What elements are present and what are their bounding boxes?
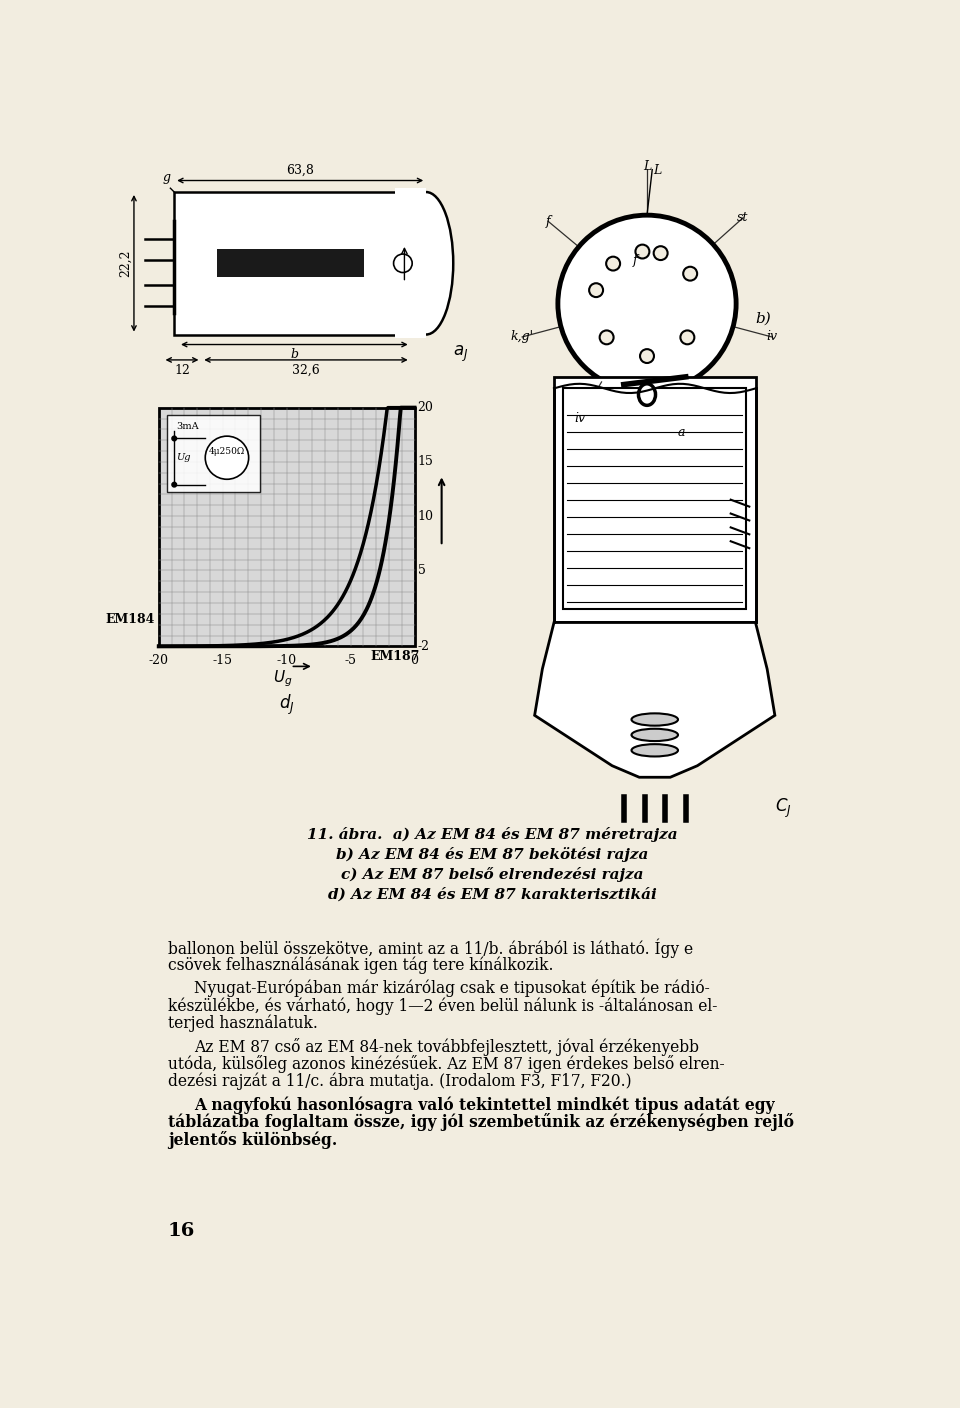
Bar	[158, 408, 415, 646]
Text: a: a	[678, 425, 685, 438]
Text: dezési rajzát a 11/c. ábra mutatja. (Irodalom F3, F17, F20.): dezési rajzát a 11/c. ábra mutatja. (Iro…	[168, 1073, 632, 1090]
Ellipse shape	[632, 714, 678, 725]
Circle shape	[606, 256, 620, 270]
Text: táblázatba foglaltam össze, igy jól szembetűnik az érzékenységben rejlő: táblázatba foglaltam össze, igy jól szem…	[168, 1114, 794, 1132]
Text: Nyugat-Európában már kizárólag csak e tipusokat építik be rádió-: Nyugat-Európában már kizárólag csak e ti…	[194, 980, 709, 997]
Circle shape	[600, 331, 613, 345]
Text: iv: iv	[766, 331, 778, 344]
Text: d) Az EM 84 és EM 87 karakterisztikái: d) Az EM 84 és EM 87 karakterisztikái	[327, 887, 657, 901]
Text: $d_J$: $d_J$	[278, 693, 295, 717]
Text: iv: iv	[575, 413, 586, 425]
Circle shape	[172, 483, 177, 487]
Circle shape	[394, 253, 412, 273]
Text: 12: 12	[174, 363, 190, 377]
Ellipse shape	[632, 729, 678, 741]
Text: 3mA: 3mA	[176, 422, 199, 431]
Text: $C_J$: $C_J$	[775, 797, 792, 819]
Ellipse shape	[632, 745, 678, 756]
Text: 32,6: 32,6	[292, 363, 320, 377]
Text: -5: -5	[345, 655, 356, 667]
Polygon shape	[535, 622, 775, 777]
Bar	[175, 191, 419, 335]
Text: -2: -2	[418, 639, 430, 653]
FancyBboxPatch shape	[554, 377, 756, 622]
Text: L: L	[643, 161, 651, 173]
Text: A nagyfokú hasonlósagra való tekintettel mindkét tipus adatát egy: A nagyfokú hasonlósagra való tekintettel…	[194, 1095, 775, 1114]
Text: csövek felhasználásának igen tág tere kínálkozik.: csövek felhasználásának igen tág tere kí…	[168, 956, 554, 974]
Circle shape	[640, 349, 654, 363]
Text: 16: 16	[168, 1222, 196, 1240]
Text: 20: 20	[418, 401, 434, 414]
Text: -10: -10	[276, 655, 297, 667]
Circle shape	[684, 266, 697, 280]
Text: c) Az EM 87 belső elrendezési rajza: c) Az EM 87 belső elrendezési rajza	[341, 867, 643, 883]
Text: f: f	[545, 214, 550, 228]
Text: 22,2: 22,2	[119, 249, 132, 277]
Circle shape	[172, 436, 177, 441]
Text: ballonon belül összekötve, amint az a 11/b. ábrából is látható. Így e: ballonon belül összekötve, amint az a 11…	[168, 939, 693, 959]
Text: k,g': k,g'	[511, 331, 534, 344]
Text: Ug: Ug	[176, 453, 190, 462]
Text: b: b	[290, 348, 299, 362]
Text: f: f	[634, 255, 637, 268]
Circle shape	[681, 331, 694, 345]
Text: utóda, külsőleg azonos kinézésűek. Az EM 87 igen érdekes belső elren-: utóda, külsőleg azonos kinézésűek. Az EM…	[168, 1055, 725, 1073]
Text: jelentős különbség.: jelentős különbség.	[168, 1131, 337, 1149]
Text: $a_J$: $a_J$	[453, 344, 468, 363]
Text: L: L	[653, 163, 661, 176]
Text: g: g	[639, 415, 647, 428]
Bar	[166, 415, 259, 493]
Text: 4μ250Ω: 4μ250Ω	[209, 448, 245, 456]
Circle shape	[205, 436, 249, 479]
Text: Az EM 87 cső az EM 84-nek továbbfejlesztett, jóval érzékenyebb: Az EM 87 cső az EM 84-nek továbbfejleszt…	[194, 1038, 699, 1056]
Text: st: st	[737, 211, 749, 224]
Text: 63,8: 63,8	[286, 163, 314, 176]
Text: 15: 15	[418, 455, 434, 469]
Text: b) Az EM 84 és EM 87 bekötési rajza: b) Az EM 84 és EM 87 bekötési rajza	[336, 848, 648, 862]
Text: b): b)	[756, 313, 771, 327]
Text: EM184: EM184	[106, 612, 155, 625]
Circle shape	[589, 283, 603, 297]
Text: $U_g$: $U_g$	[273, 667, 293, 689]
Text: 11. ábra.  a) Az EM 84 és EM 87 méretrajza: 11. ábra. a) Az EM 84 és EM 87 méretrajz…	[306, 828, 678, 842]
Text: 10: 10	[418, 510, 434, 522]
Circle shape	[558, 215, 736, 393]
Text: g: g	[162, 172, 170, 184]
Bar	[217, 249, 364, 277]
Text: terjed használatuk.: terjed használatuk.	[168, 1014, 318, 1032]
Text: készülékbe, és várható, hogy 1—2 éven belül nálunk is ‑általánosan el-: készülékbe, és várható, hogy 1—2 éven be…	[168, 997, 717, 1015]
Ellipse shape	[399, 191, 453, 335]
Circle shape	[654, 246, 667, 260]
Text: 5: 5	[418, 565, 425, 577]
Circle shape	[636, 245, 649, 259]
Text: -15: -15	[213, 655, 232, 667]
Text: EM187: EM187	[371, 650, 420, 663]
Bar	[564, 389, 746, 608]
Ellipse shape	[638, 384, 656, 406]
Bar	[396, 189, 426, 338]
Text: 0: 0	[411, 655, 419, 667]
Text: -20: -20	[149, 655, 169, 667]
